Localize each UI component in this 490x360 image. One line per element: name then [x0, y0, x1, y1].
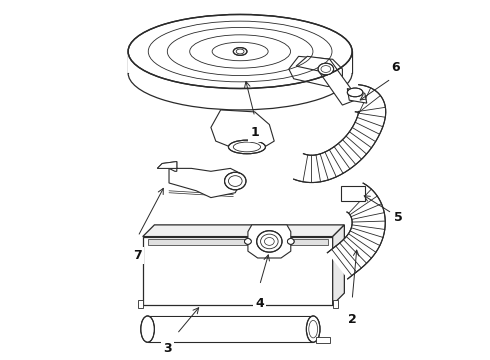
Polygon shape: [157, 162, 240, 198]
Text: 4: 4: [255, 297, 264, 310]
Polygon shape: [289, 57, 343, 86]
Text: 6: 6: [392, 61, 400, 74]
Polygon shape: [333, 300, 338, 308]
Text: 3: 3: [163, 342, 172, 355]
Polygon shape: [143, 225, 344, 237]
Ellipse shape: [141, 316, 154, 342]
Ellipse shape: [245, 239, 251, 244]
Polygon shape: [248, 225, 291, 258]
Polygon shape: [128, 51, 352, 73]
Polygon shape: [138, 300, 143, 308]
Ellipse shape: [347, 88, 363, 97]
Ellipse shape: [257, 231, 282, 252]
Text: 2: 2: [348, 312, 357, 325]
Ellipse shape: [287, 239, 294, 244]
Ellipse shape: [233, 48, 247, 55]
Polygon shape: [316, 337, 330, 343]
Polygon shape: [143, 318, 318, 341]
Polygon shape: [157, 162, 177, 168]
Text: 5: 5: [394, 211, 403, 224]
Polygon shape: [211, 110, 274, 147]
Polygon shape: [296, 57, 355, 105]
Text: 7: 7: [133, 249, 142, 262]
Polygon shape: [143, 237, 333, 305]
Ellipse shape: [128, 14, 352, 89]
Text: 1: 1: [250, 126, 259, 139]
Polygon shape: [327, 183, 385, 279]
Ellipse shape: [306, 316, 320, 342]
Ellipse shape: [318, 63, 334, 75]
Polygon shape: [342, 186, 365, 202]
Ellipse shape: [228, 140, 266, 154]
Polygon shape: [294, 85, 386, 183]
Ellipse shape: [224, 172, 246, 190]
Polygon shape: [333, 225, 344, 305]
Polygon shape: [347, 89, 367, 103]
Polygon shape: [147, 239, 328, 245]
